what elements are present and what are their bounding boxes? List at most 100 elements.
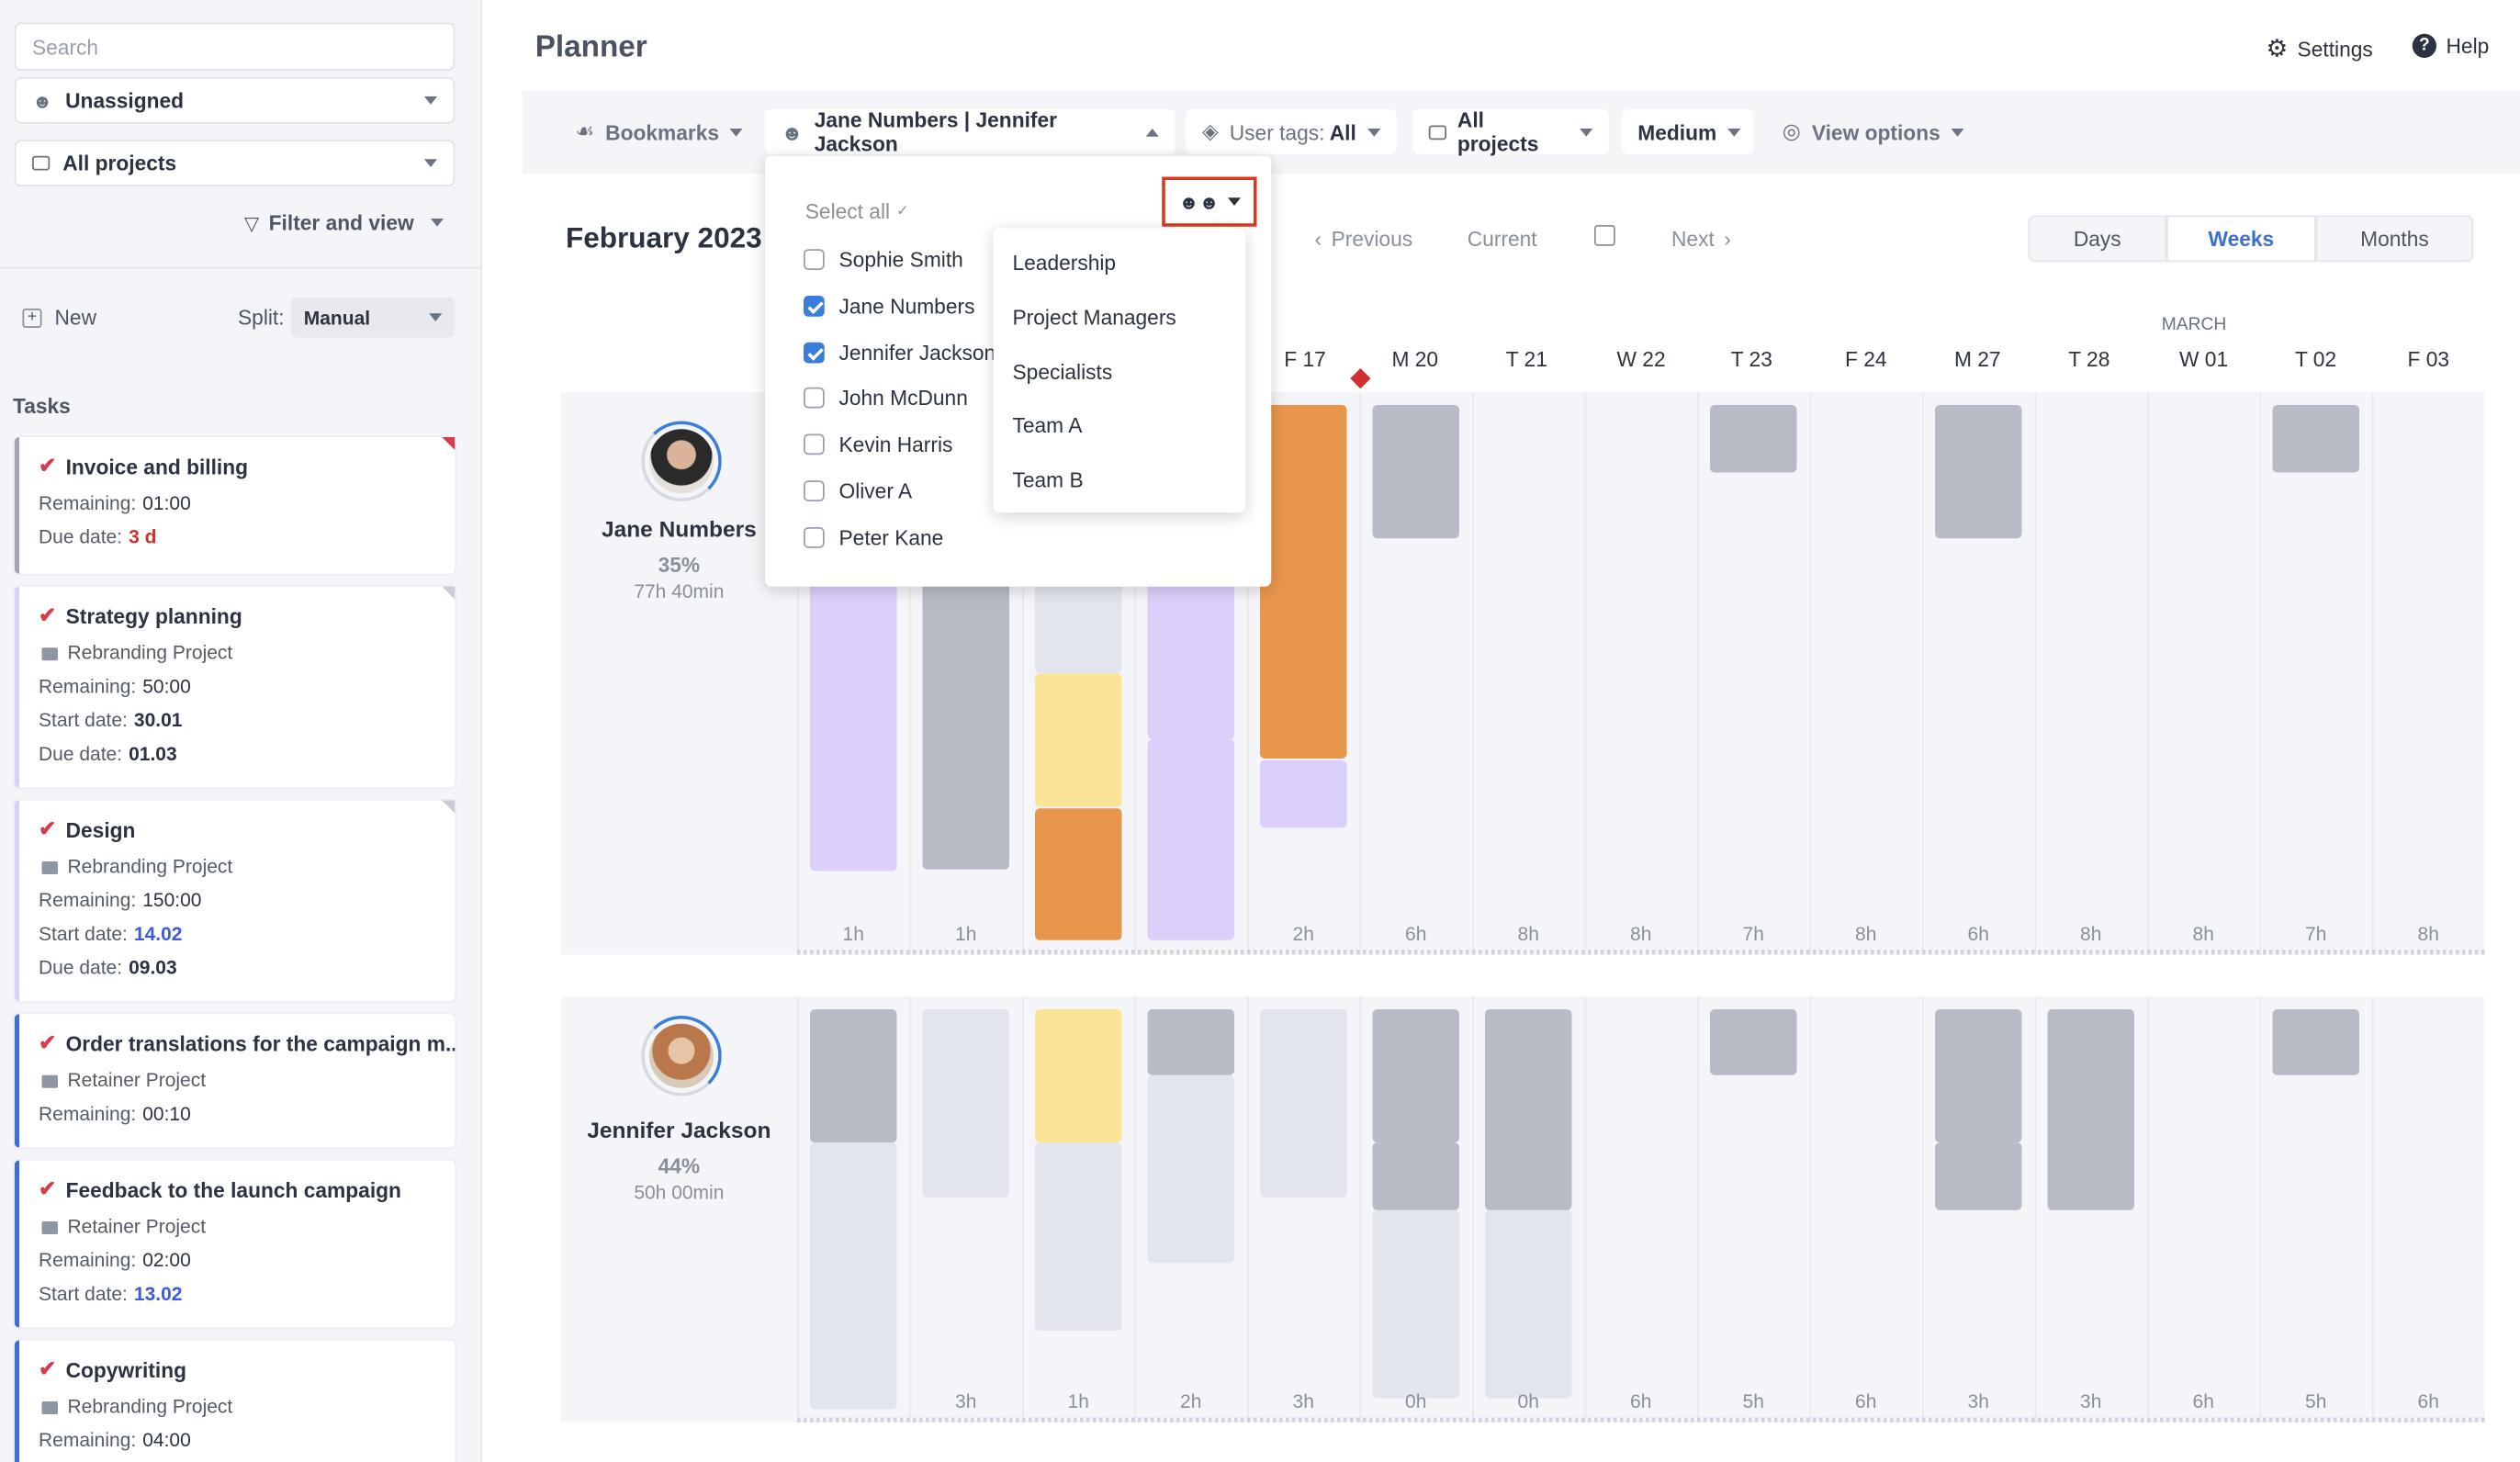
task-meta: Due date: 3 d — [39, 527, 455, 546]
task-project-name: Retainer Project — [67, 1215, 207, 1238]
allocation-block[interactable] — [922, 1009, 1009, 1198]
task-project: Rebranding Project — [39, 1397, 455, 1416]
gear-icon: ⚙ — [2266, 35, 2289, 63]
person-checkbox[interactable] — [804, 388, 825, 410]
help-button[interactable]: ? Help — [2412, 33, 2489, 58]
allocation-block[interactable] — [810, 568, 897, 872]
allocation-block[interactable] — [1935, 405, 2022, 539]
task-meta-key: Due date: — [39, 956, 123, 979]
calendar-icon[interactable] — [1594, 225, 1615, 246]
group-option[interactable]: Leadership — [1012, 251, 1117, 276]
allocation-block[interactable] — [1710, 405, 1797, 473]
task-card[interactable]: ✔ Design Rebranding Project Remaining: 150:0… — [14, 800, 456, 1002]
person-option[interactable]: Oliver A — [804, 479, 912, 503]
allocation-block[interactable] — [810, 1142, 897, 1410]
task-meta-key: Remaining: — [39, 888, 137, 912]
group-option[interactable]: Team A — [1012, 413, 1083, 438]
filter-and-view-button[interactable]: ▽ Filter and view — [244, 210, 444, 235]
task-meta: Start date: 14.02 — [39, 924, 455, 943]
view-months-button[interactable]: Months — [2315, 215, 2474, 263]
allocation-block[interactable] — [922, 568, 1009, 870]
group-option[interactable]: Specialists — [1012, 359, 1113, 384]
person-checkbox[interactable] — [804, 295, 825, 317]
task-card[interactable]: ✔ Invoice and billing Remaining: 01:00 Due d… — [14, 437, 456, 574]
person-option[interactable]: Sophie Smith — [804, 248, 963, 272]
allocation-block[interactable] — [1372, 1209, 1459, 1399]
split-value: Manual — [303, 306, 371, 329]
task-card[interactable]: ✔ Strategy planning Rebranding Project Rema… — [14, 586, 456, 788]
chevron-down-icon — [730, 128, 744, 136]
allocation-block[interactable] — [1147, 739, 1234, 940]
allocation-block[interactable] — [1485, 1209, 1572, 1399]
projects-select[interactable]: All projects — [14, 140, 456, 186]
allocation-block[interactable] — [1147, 1009, 1234, 1075]
person-checkbox[interactable] — [804, 433, 825, 455]
current-button[interactable]: Current — [1467, 226, 1537, 251]
view-weeks-button[interactable]: Weeks — [2166, 215, 2316, 263]
allocation-block[interactable] — [1935, 1009, 2022, 1143]
allocation-block[interactable] — [2047, 1009, 2134, 1210]
allocation-block[interactable] — [1035, 1142, 1122, 1331]
allocation-block[interactable] — [1260, 405, 1347, 759]
search-input[interactable]: Search — [14, 22, 456, 71]
person-option[interactable]: Kevin Harris — [804, 433, 952, 456]
day-column — [2147, 996, 2260, 1423]
allocation-block[interactable] — [1935, 1142, 2022, 1210]
task-card[interactable]: ✔ Feedback to the launch campaign Retainer… — [14, 1160, 456, 1328]
bookmarks-button[interactable]: ☙ Bookmarks — [559, 109, 759, 154]
person-option[interactable]: Jennifer Jackson — [804, 340, 996, 365]
group-filter-button[interactable]: ☻☻ — [1162, 176, 1257, 227]
user-name[interactable]: Jennifer Jackson — [587, 1117, 771, 1143]
allocation-block[interactable] — [1035, 808, 1122, 940]
new-task-button[interactable]: + New — [22, 306, 96, 330]
view-options-button[interactable]: ◎ View options — [1766, 109, 1980, 154]
user-name[interactable]: Jane Numbers — [601, 515, 757, 542]
tasks-heading: Tasks — [13, 393, 71, 418]
allocation-block[interactable] — [1035, 673, 1122, 807]
day-column — [1247, 996, 1360, 1423]
assignee-select[interactable]: ☻ Unassigned — [14, 77, 456, 124]
allocation-block[interactable] — [1147, 1074, 1234, 1264]
task-title: ✔ Feedback to the launch campaign — [39, 1176, 455, 1202]
allocation-block[interactable] — [1147, 568, 1234, 739]
person-checkbox[interactable] — [804, 249, 825, 270]
allocation-block[interactable] — [1372, 1142, 1459, 1210]
person-option[interactable]: Jane Numbers — [804, 294, 974, 318]
allocation-block[interactable] — [1372, 405, 1459, 539]
task-card[interactable]: ✔ Copywriting Rebranding Project Remaining:… — [14, 1340, 456, 1462]
person-option[interactable]: Peter Kane — [804, 525, 943, 549]
task-card[interactable]: ✔ Order translations for the campaign m..… — [14, 1014, 456, 1148]
task-meta-value: 04:00 — [142, 1428, 191, 1452]
previous-button[interactable]: ‹ Previous — [1315, 227, 1413, 251]
split-select[interactable]: Manual — [290, 297, 456, 338]
allocation-block[interactable] — [2272, 405, 2359, 473]
allocation-block[interactable] — [810, 1009, 897, 1143]
user-tags-filter[interactable]: ◈ User tags: All — [1186, 109, 1397, 154]
allocation-block[interactable] — [1260, 1009, 1347, 1198]
person-checkbox[interactable] — [804, 480, 825, 501]
allocation-block[interactable] — [1260, 759, 1347, 828]
size-selector[interactable]: Medium — [1621, 109, 1754, 154]
group-option[interactable]: Team B — [1012, 467, 1084, 492]
day-column — [2372, 996, 2485, 1423]
allocation-block[interactable] — [1485, 1009, 1572, 1210]
day-hours: 0h — [1517, 1389, 1539, 1413]
allocation-block[interactable] — [2272, 1009, 2359, 1075]
projects-filter[interactable]: All projects — [1412, 107, 1609, 156]
day-column — [909, 392, 1023, 955]
settings-button[interactable]: ⚙ Settings — [2267, 34, 2373, 63]
person-option[interactable]: John McDunn — [804, 387, 968, 410]
person-checkbox[interactable] — [804, 342, 825, 363]
select-all[interactable]: Select all ✓ — [805, 199, 909, 223]
people-selector[interactable]: ☻ Jane Numbers | Jennifer Jackson — [765, 107, 1176, 156]
next-button[interactable]: Next › — [1671, 227, 1731, 251]
group-option[interactable]: Project Managers — [1012, 305, 1176, 330]
allocation-block[interactable] — [1372, 1009, 1459, 1143]
allocation-block[interactable] — [1710, 1009, 1797, 1075]
day-column — [2034, 996, 2148, 1423]
folder-icon — [41, 647, 58, 660]
folder-icon — [41, 1220, 58, 1234]
allocation-block[interactable] — [1035, 1009, 1122, 1143]
view-days-button[interactable]: Days — [2028, 215, 2166, 263]
person-checkbox[interactable] — [804, 526, 825, 548]
